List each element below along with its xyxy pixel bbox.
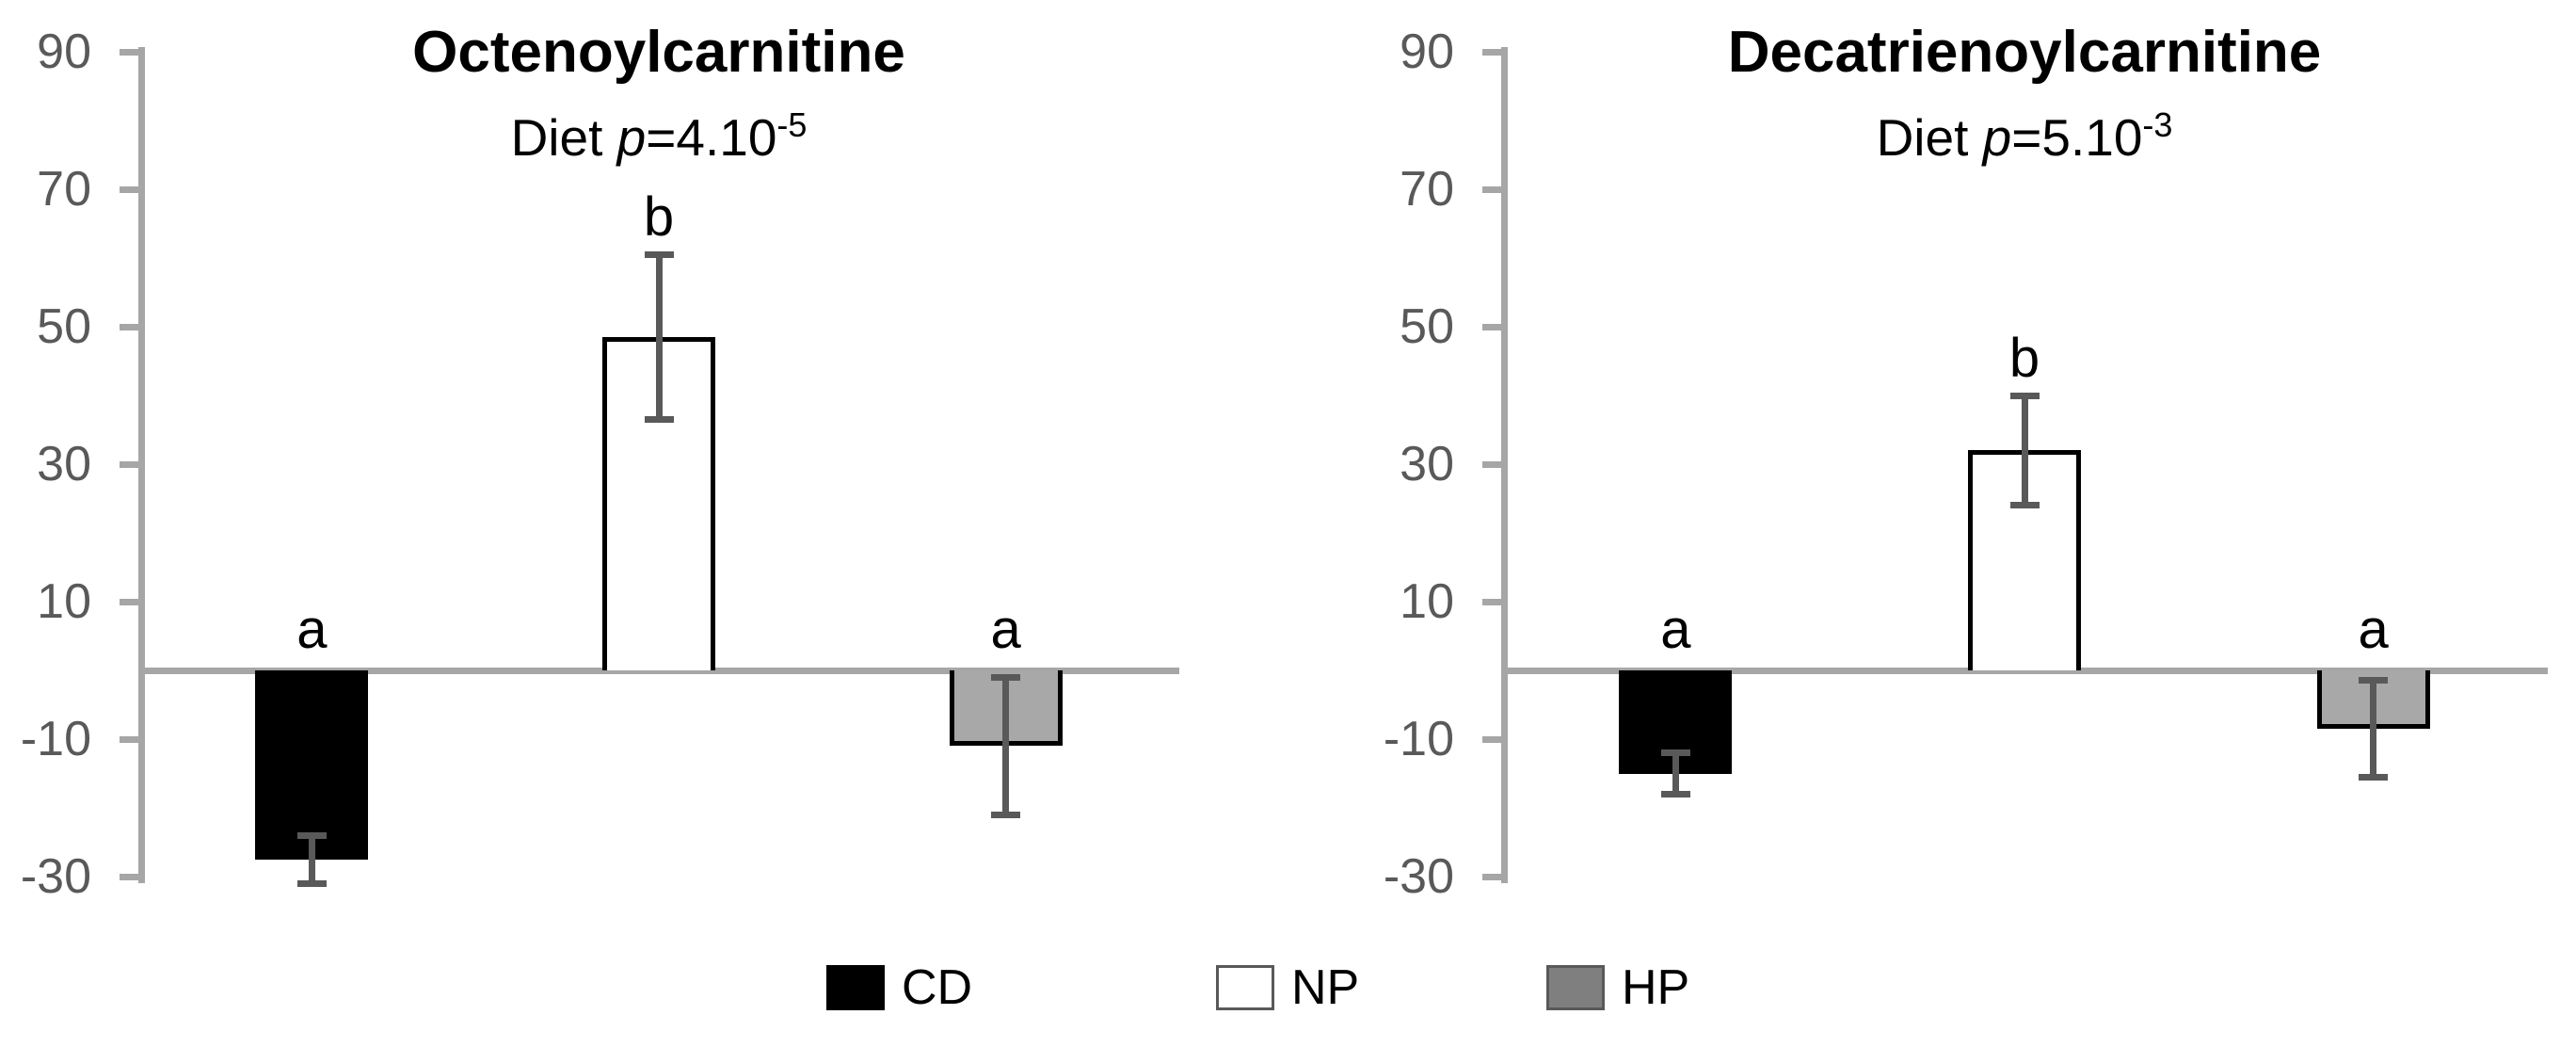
y-tick-label: 10 [1400,574,1454,629]
y-axis-tick [1482,323,1501,330]
y-axis-line [1501,47,1508,883]
legend-label-cd: CD [902,960,973,1015]
error-bar-cap-top [991,673,1021,681]
y-axis-tick [1482,735,1501,743]
legend-swatch-np [1216,965,1274,1010]
legend-swatch-cd [826,965,885,1010]
y-tick-label: 30 [1400,437,1454,491]
sig-letter: b [643,186,675,249]
y-tick-label: 50 [37,299,91,354]
error-bar-line [2021,395,2028,506]
y-axis-tick [120,873,138,880]
chart-title: Octenoylcarnitine [412,20,905,85]
error-bar-cap-bottom [1660,790,1690,797]
x-axis-zero-line [1501,667,2548,674]
error-bar-cap-top [296,831,327,839]
chart-title: Decatrienoylcarnitine [1727,20,2322,85]
subtitle-prefix: Diet [510,108,617,167]
sig-letter: a [1660,599,1691,660]
error-bar-cap-bottom [296,879,327,887]
error-bar-cap-bottom [2359,773,2389,781]
error-bar-line [1672,752,1679,795]
subtitle-p_symbol: p [616,108,647,167]
y-axis-line [138,47,145,883]
subtitle-exponent: -5 [776,105,808,145]
y-axis-tick [120,460,138,468]
y-axis-tick [120,735,138,743]
y-tick-label: 70 [1400,162,1454,217]
y-axis-tick [120,598,138,605]
y-tick-label: 90 [1400,24,1454,79]
y-axis-tick [120,48,138,56]
error-bar-cap-top [1660,749,1690,757]
bar-cd [255,670,369,860]
y-tick-label: 30 [37,437,91,491]
y-tick-label: 10 [37,574,91,629]
x-axis-zero-line [138,667,1179,674]
chart-subtitle: Diet p=5.10-3 [1460,105,2576,168]
sig-letter: a [990,599,1021,660]
error-bar-cap-bottom [991,811,1021,818]
y-axis-tick [1482,460,1501,468]
error-bar-cap-bottom [2009,502,2040,509]
sig-letter: a [2358,599,2389,660]
y-tick-label: -30 [20,849,91,904]
subtitle-body: =5.10 [2011,108,2143,167]
y-axis-tick [120,185,138,193]
y-axis-tick [1482,598,1501,605]
subtitle-body: =4.10 [646,108,777,167]
y-axis-tick [1482,185,1501,193]
error-bar-cap-top [644,250,674,258]
y-tick-label: 90 [37,24,91,79]
y-tick-label: 70 [37,162,91,217]
y-tick-label: -30 [1383,849,1454,904]
y-axis-tick [1482,873,1501,880]
y-axis-tick [120,323,138,330]
error-bar-cap-bottom [644,416,674,424]
subtitle-p_symbol: p [1982,108,2012,167]
y-tick-label: -10 [1383,712,1454,766]
legend-swatch-hp [1546,965,1605,1010]
y-tick-label: 50 [1400,299,1454,354]
subtitle-prefix: Diet [1876,108,1983,167]
y-axis-tick [1482,48,1501,56]
error-bar-line [655,254,663,420]
error-bar-cap-top [2359,677,2389,685]
chart-subtitle: Diet p=4.10-5 [94,105,1224,168]
sig-letter: a [296,599,328,660]
error-bar-line [308,835,315,884]
error-bar-line [2370,680,2377,778]
error-bar-line [1002,677,1010,815]
sig-letter: b [2008,328,2040,389]
subtitle-exponent: -3 [2142,105,2173,145]
error-bar-cap-top [2009,392,2040,399]
legend-label-hp: HP [1622,960,1690,1015]
y-tick-label: -10 [20,712,91,766]
legend-label-np: NP [1291,960,1360,1015]
